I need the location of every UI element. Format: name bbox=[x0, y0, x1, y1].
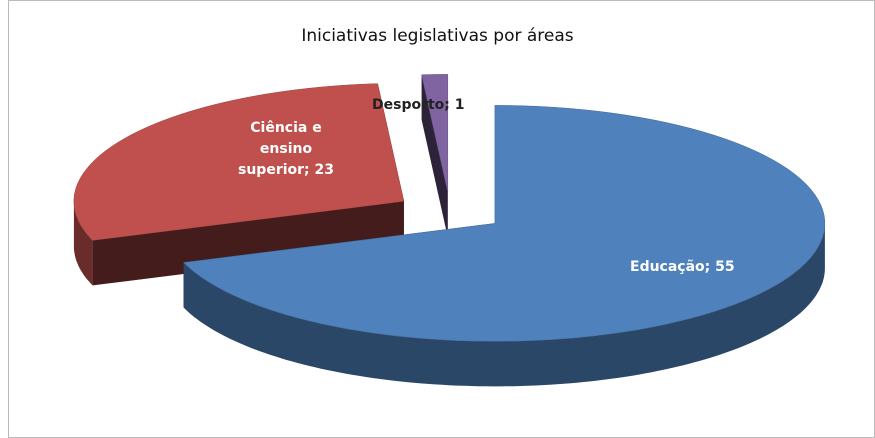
slice-top bbox=[73, 83, 405, 241]
slice-top bbox=[421, 74, 449, 193]
chart-title: Iniciativas legislativas por áreas bbox=[301, 26, 574, 46]
data-label: Desporto; 1 bbox=[372, 97, 465, 113]
slice-cut-face bbox=[92, 201, 404, 286]
data-label: Ciência e ensino superior; 23 bbox=[238, 120, 334, 178]
slice-side bbox=[183, 223, 825, 387]
data-label: Educação; 55 bbox=[630, 259, 735, 275]
slice-cut-face bbox=[421, 74, 448, 238]
slice-side bbox=[73, 202, 93, 286]
pie-slice bbox=[73, 83, 405, 286]
pie-slice bbox=[183, 105, 826, 387]
pie-slice bbox=[421, 74, 449, 238]
slice-top bbox=[183, 105, 826, 342]
